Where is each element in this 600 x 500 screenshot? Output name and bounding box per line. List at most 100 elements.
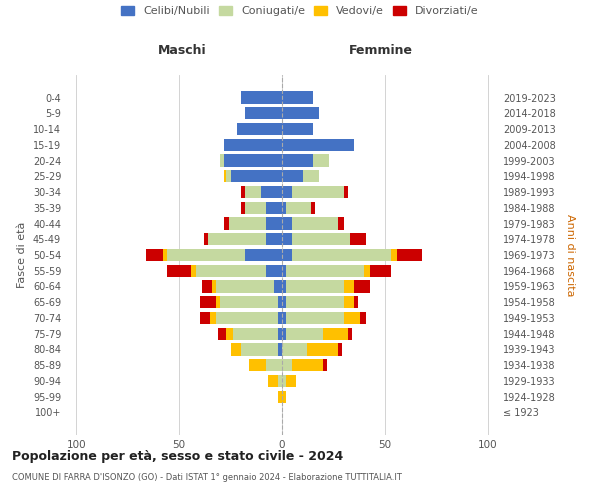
- Bar: [338, 218, 344, 230]
- Bar: [249, 359, 266, 372]
- Bar: [167, 264, 191, 277]
- Bar: [282, 280, 286, 292]
- Bar: [278, 390, 282, 403]
- Bar: [278, 344, 282, 355]
- Bar: [245, 186, 262, 198]
- Bar: [292, 249, 391, 261]
- Bar: [278, 375, 282, 387]
- Bar: [202, 280, 212, 292]
- Bar: [354, 280, 370, 292]
- Bar: [313, 154, 329, 166]
- Bar: [200, 296, 216, 308]
- Bar: [286, 280, 344, 292]
- Bar: [224, 154, 282, 166]
- Bar: [364, 264, 370, 277]
- Bar: [338, 344, 341, 355]
- Bar: [282, 138, 354, 151]
- Bar: [282, 344, 307, 355]
- Bar: [344, 312, 360, 324]
- Bar: [282, 123, 313, 135]
- Bar: [208, 233, 266, 245]
- Bar: [282, 186, 292, 198]
- Bar: [262, 186, 282, 198]
- Bar: [292, 233, 350, 245]
- Bar: [350, 233, 367, 245]
- Bar: [212, 280, 216, 292]
- Bar: [282, 92, 313, 104]
- Bar: [292, 359, 323, 372]
- Bar: [268, 375, 278, 387]
- Bar: [167, 249, 245, 261]
- Bar: [220, 154, 224, 166]
- Bar: [163, 249, 167, 261]
- Bar: [218, 328, 226, 340]
- Bar: [282, 390, 286, 403]
- Bar: [241, 344, 278, 355]
- Bar: [224, 218, 229, 230]
- Bar: [344, 296, 354, 308]
- Bar: [348, 328, 352, 340]
- Bar: [266, 233, 282, 245]
- Bar: [278, 328, 282, 340]
- Bar: [266, 218, 282, 230]
- Bar: [282, 296, 286, 308]
- Bar: [370, 264, 391, 277]
- Bar: [282, 312, 286, 324]
- Bar: [282, 170, 302, 182]
- Bar: [286, 264, 364, 277]
- Bar: [200, 312, 210, 324]
- Bar: [216, 280, 274, 292]
- Bar: [282, 375, 286, 387]
- Bar: [274, 280, 282, 292]
- Bar: [286, 375, 296, 387]
- Bar: [391, 249, 397, 261]
- Bar: [311, 202, 315, 214]
- Bar: [397, 249, 422, 261]
- Bar: [282, 218, 292, 230]
- Bar: [230, 170, 282, 182]
- Bar: [245, 202, 266, 214]
- Bar: [245, 107, 282, 120]
- Bar: [282, 202, 286, 214]
- Bar: [282, 249, 292, 261]
- Text: Maschi: Maschi: [158, 44, 207, 58]
- Bar: [282, 328, 286, 340]
- Bar: [323, 359, 327, 372]
- Bar: [302, 170, 319, 182]
- Bar: [286, 312, 344, 324]
- Bar: [282, 264, 286, 277]
- Bar: [216, 296, 220, 308]
- Bar: [146, 249, 163, 261]
- Bar: [226, 170, 230, 182]
- Bar: [230, 344, 241, 355]
- Bar: [292, 186, 344, 198]
- Bar: [204, 233, 208, 245]
- Bar: [210, 312, 216, 324]
- Bar: [224, 138, 282, 151]
- Bar: [292, 218, 338, 230]
- Bar: [233, 328, 278, 340]
- Y-axis label: Fasce di età: Fasce di età: [17, 222, 27, 288]
- Bar: [278, 296, 282, 308]
- Bar: [241, 202, 245, 214]
- Text: Popolazione per età, sesso e stato civile - 2024: Popolazione per età, sesso e stato civil…: [12, 450, 343, 463]
- Bar: [282, 154, 313, 166]
- Bar: [196, 264, 266, 277]
- Text: Femmine: Femmine: [349, 44, 413, 58]
- Bar: [282, 107, 319, 120]
- Bar: [286, 202, 311, 214]
- Legend: Celibi/Nubili, Coniugati/e, Vedovi/e, Divorziati/e: Celibi/Nubili, Coniugati/e, Vedovi/e, Di…: [121, 6, 479, 16]
- Bar: [344, 280, 354, 292]
- Bar: [286, 296, 344, 308]
- Bar: [191, 264, 196, 277]
- Bar: [360, 312, 367, 324]
- Bar: [266, 202, 282, 214]
- Bar: [286, 328, 323, 340]
- Bar: [307, 344, 338, 355]
- Bar: [278, 312, 282, 324]
- Bar: [226, 328, 233, 340]
- Bar: [237, 123, 282, 135]
- Bar: [266, 359, 282, 372]
- Bar: [229, 218, 266, 230]
- Bar: [344, 186, 348, 198]
